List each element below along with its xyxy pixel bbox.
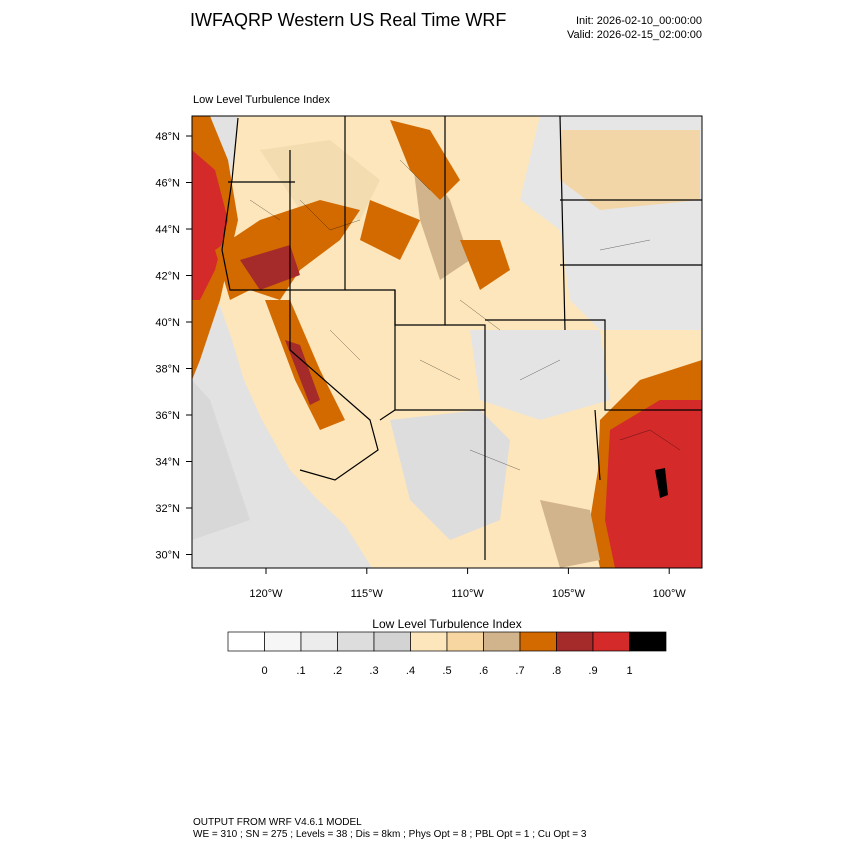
lat-label: 34°N [155, 457, 180, 469]
title: IWFAQRP Western US Real Time WRF [190, 10, 506, 30]
valid-time: Valid: 2026-02-15_02:00:00 [567, 29, 702, 41]
colorbar-box [446, 631, 484, 652]
colorbar-label: .4 [406, 665, 415, 677]
map-subtitle: Low Level Turbulence Index [193, 94, 330, 106]
colorbar-box [373, 631, 411, 652]
colorbar-box [592, 631, 630, 652]
colorbar-label: .2 [333, 665, 342, 677]
colorbar-title: Low Level Turbulence Index [372, 617, 521, 631]
init-time: Init: 2026-02-10_00:00:00 [576, 15, 702, 27]
colorbar-box [519, 631, 557, 652]
colorbar-box [483, 631, 521, 652]
colorbar-box [556, 631, 594, 652]
lon-label: 105°W [552, 588, 586, 600]
colorbar-label: .5 [442, 665, 451, 677]
colorbar-box [337, 631, 375, 652]
colorbar-label: .3 [369, 665, 378, 677]
lat-label: 46°N [155, 178, 180, 190]
lon-label: 120°W [249, 588, 283, 600]
lat-label: 32°N [155, 503, 180, 515]
colorbar-box [410, 631, 448, 652]
colorbar-label: .8 [552, 665, 561, 677]
footer-line: OUTPUT FROM WRF V4.6.1 MODEL [193, 817, 362, 828]
colorbar-label: 0 [261, 665, 267, 677]
colorbar-box [264, 631, 302, 652]
lat-label: 44°N [155, 224, 180, 236]
colorbar-label: .9 [588, 665, 597, 677]
colorbar-label: 1 [626, 665, 632, 677]
lat-label: 36°N [155, 410, 180, 422]
map-field [192, 116, 702, 568]
lon-label: 115°W [351, 588, 384, 600]
lat-label: 38°N [155, 364, 180, 376]
lat-label: 30°N [155, 550, 180, 562]
colorbar-box [629, 631, 667, 652]
colorbar-label: .1 [296, 665, 305, 677]
footer-line: WE = 310 ; SN = 275 ; Levels = 38 ; Dis … [193, 829, 587, 840]
colorbar-label: .7 [515, 665, 524, 677]
lon-label: 110°W [451, 588, 484, 600]
map-frame [191, 115, 703, 569]
colorbar-box [227, 631, 265, 652]
colorbar-box [300, 631, 338, 652]
lon-label: 100°W [653, 588, 687, 600]
lat-label: 40°N [155, 317, 180, 329]
lat-label: 42°N [155, 271, 180, 283]
colorbar-label: .6 [479, 665, 488, 677]
lat-label: 48°N [155, 131, 180, 143]
